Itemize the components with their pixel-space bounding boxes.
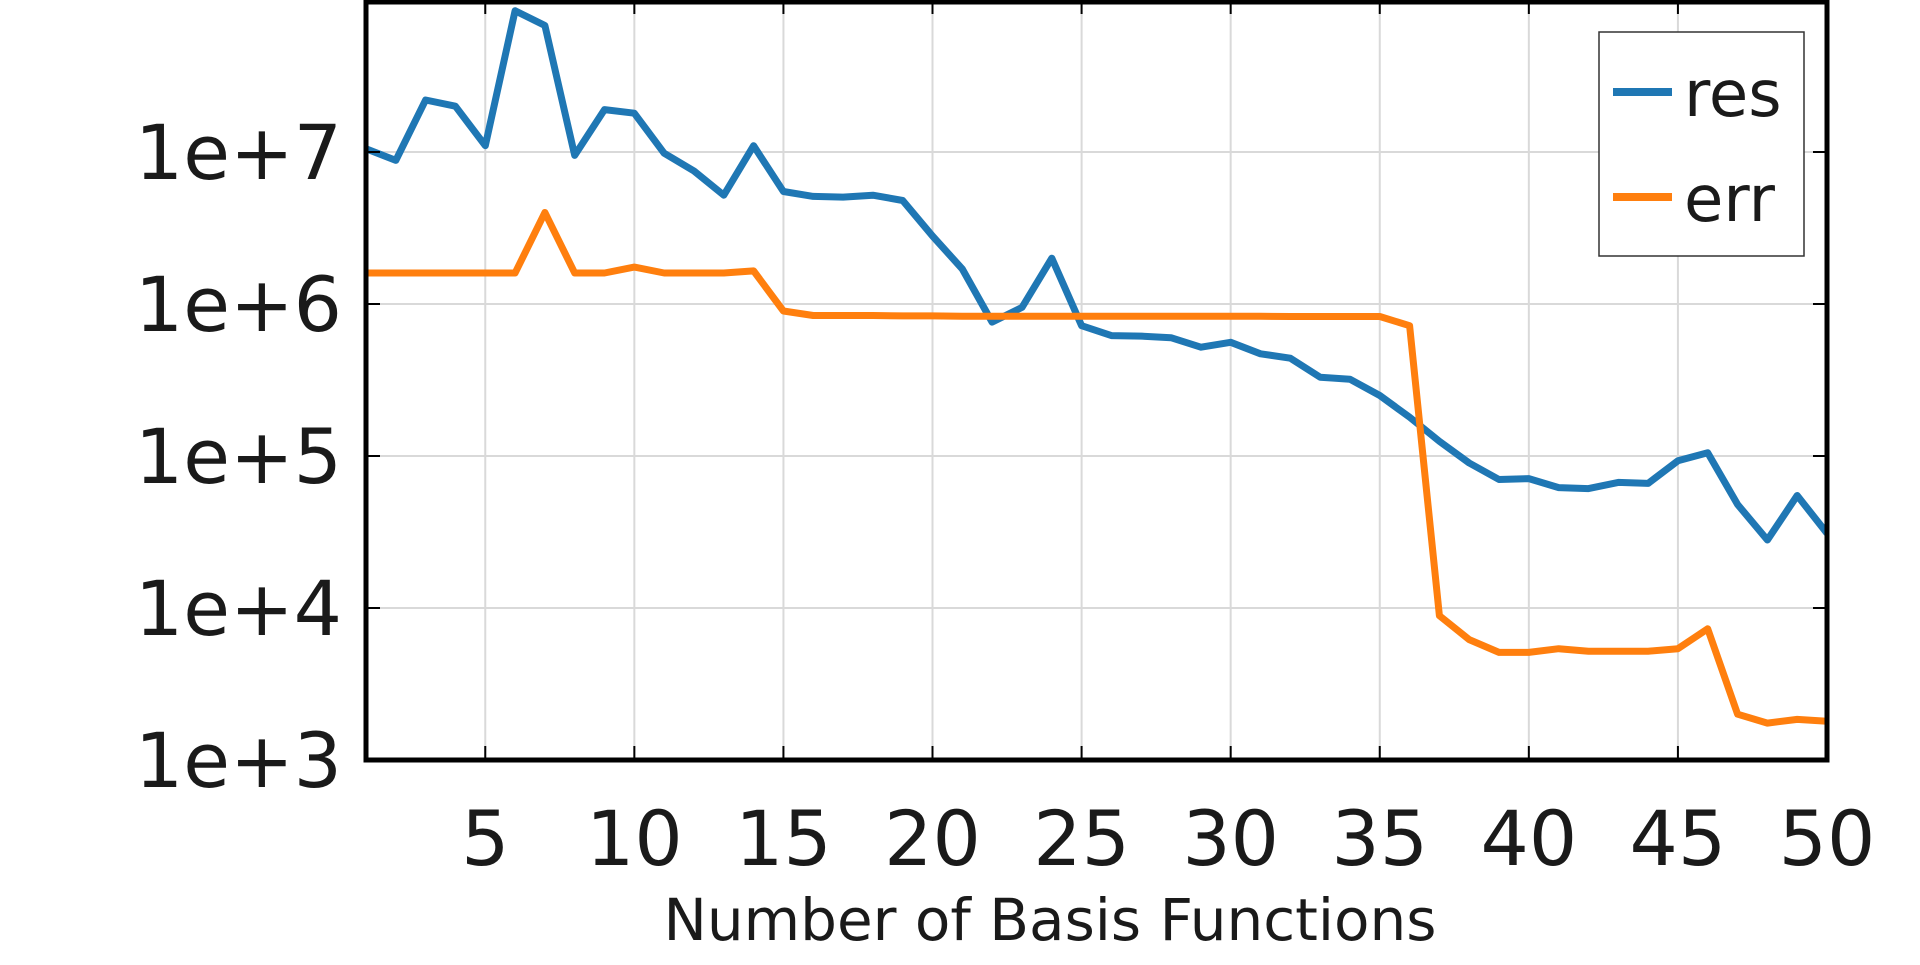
y-tick-label: 1e+5 (135, 412, 342, 501)
plot-frame (363, 0, 1830, 763)
legend-label-res: res (1684, 58, 1782, 132)
y-tick-label: 1e+4 (135, 564, 342, 653)
x-tick-label: 35 (1331, 794, 1428, 883)
plot-border (363, 0, 1830, 763)
legend-label-err: err (1684, 163, 1776, 237)
x-tick-label: 20 (884, 794, 981, 883)
x-tick-label: 15 (735, 794, 832, 883)
x-tick-label: 50 (1779, 794, 1876, 883)
x-tick-label: 5 (461, 794, 509, 883)
y-tick-label: 1e+3 (135, 716, 342, 805)
y-axis-ticks: 1e+3 1e+4 1e+5 1e+6 1e+7 (135, 108, 1827, 805)
series-line-res (366, 7, 1827, 544)
y-tick-label: 1e+6 (135, 260, 342, 349)
x-tick-label: 10 (586, 794, 683, 883)
x-tick-label: 25 (1033, 794, 1130, 883)
x-axis-title: Number of Basis Functions (663, 886, 1436, 954)
series-lines (366, 7, 1827, 727)
y-tick-label: 1e+7 (135, 108, 342, 197)
x-tick-label: 40 (1480, 794, 1577, 883)
series-line-err (366, 209, 1827, 727)
x-axis-ticks: 5 10 15 20 25 30 35 40 45 50 (461, 0, 1875, 883)
x-tick-label: 30 (1182, 794, 1279, 883)
x-tick-label: 45 (1630, 794, 1727, 883)
legend-box (1598, 31, 1805, 257)
legend: res err (1598, 31, 1805, 257)
